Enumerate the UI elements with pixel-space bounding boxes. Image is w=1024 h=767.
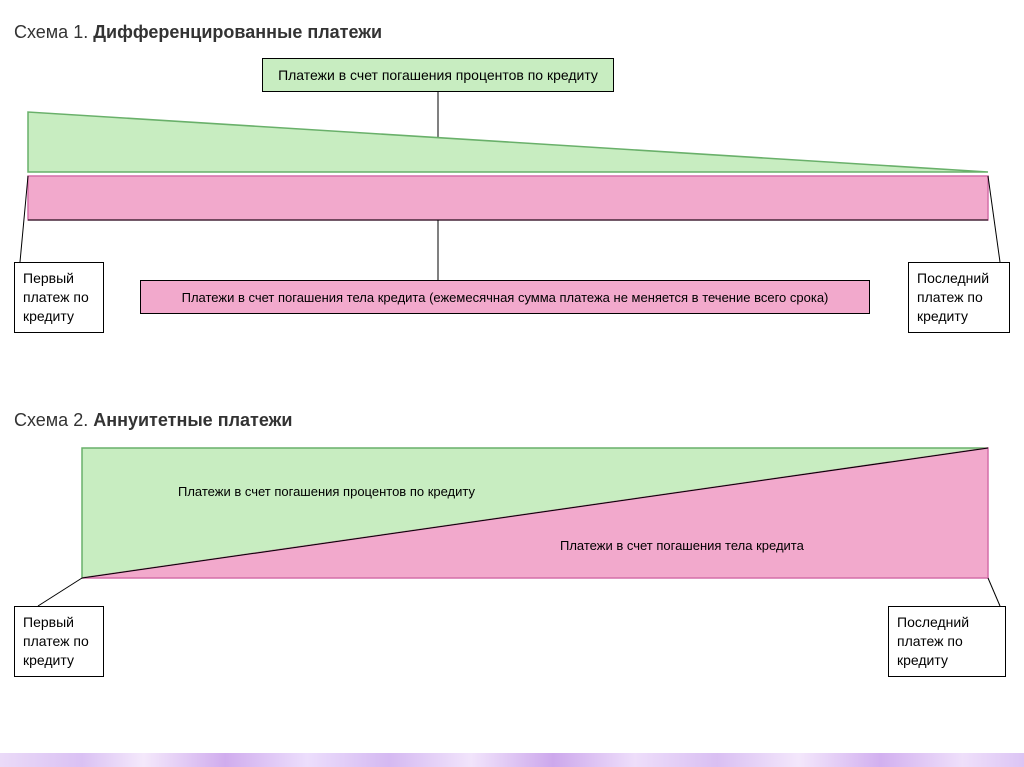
diagram-stage: Схема 1. Дифференцированные платежи Плат… [0, 0, 1024, 767]
scheme1-principal-label-box: Платежи в счет погашения тела кредита (е… [140, 280, 870, 314]
scheme2-connector-left [38, 578, 82, 606]
scheme2-first-payment-box: Первый платеж по кредиту [14, 606, 104, 677]
scheme2-last-payment-box: Последний платеж по кредиту [888, 606, 1006, 677]
scheme1-chart-svg [0, 0, 1024, 240]
scheme1-pink-bar [28, 176, 988, 220]
decorative-footer [0, 753, 1024, 767]
scheme1-green-wedge [28, 112, 988, 172]
scheme2-chart-svg [0, 320, 1024, 640]
scheme2-interest-label: Платежи в счет погашения процентов по кр… [178, 484, 475, 499]
scheme2-principal-label: Платежи в счет погашения тела кредита [560, 538, 804, 553]
scheme2-connector-right [988, 578, 1000, 606]
